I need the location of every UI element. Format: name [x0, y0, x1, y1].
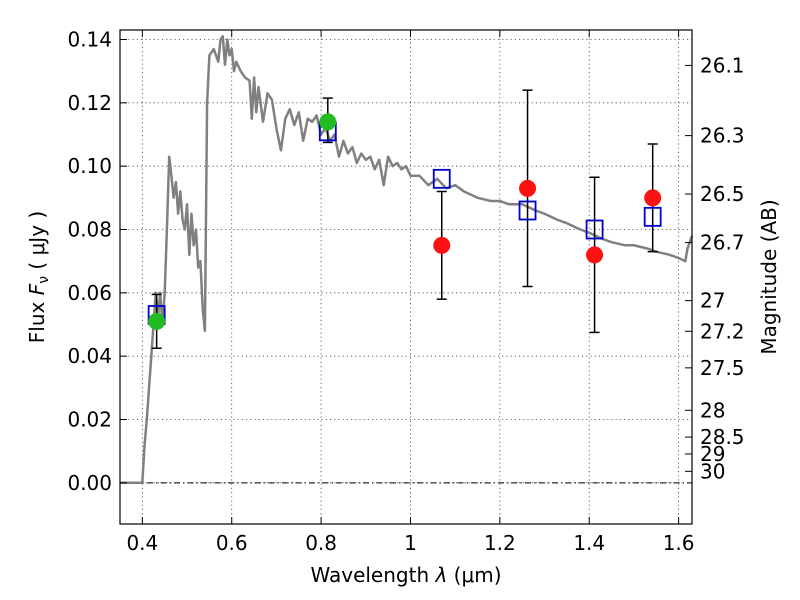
template-flux-square	[518, 200, 537, 221]
template-flux-square	[585, 219, 604, 240]
y-tick-label: 0.10	[67, 154, 112, 178]
y-axis-label: Flux Fν ( μJy )	[25, 211, 52, 343]
y-axis-label-unit: ( μJy )	[25, 211, 49, 276]
magnitude-tick-label: 26.5	[700, 182, 745, 206]
x-tick-label: 1.6	[663, 531, 695, 555]
upper-limit-point	[644, 189, 662, 207]
magnitude-tick-label: 26.7	[700, 231, 745, 255]
magnitude-tick-label: 26.1	[700, 53, 745, 77]
y-tick-label: 0.04	[67, 344, 112, 368]
y-tick-label: 0.14	[67, 28, 112, 52]
x-axis-label-unit: (μm)	[447, 563, 501, 587]
y-tick-label: 0.02	[67, 408, 112, 432]
template-spectrum-line	[120, 35, 694, 485]
x-axis-label-prefix: Wavelength	[310, 563, 435, 587]
template-flux-square	[432, 168, 451, 189]
template-flux-square	[643, 206, 662, 227]
x-tick-label: 0.8	[305, 531, 337, 555]
x-ticks-layer: 0.4 0.6 0.8 1 1.2 1.4 1.6	[126, 30, 695, 555]
magnitude-tick-label: 27	[700, 289, 725, 313]
detection-point	[148, 312, 166, 330]
x-tick-label: 1	[404, 531, 417, 555]
y-axis-label-prefix: Flux	[25, 295, 49, 343]
spectrum-layer	[120, 35, 694, 485]
y-tick-label: 0.06	[67, 281, 112, 305]
detection-point	[319, 113, 337, 131]
y-tick-label: 0.08	[67, 218, 112, 242]
x-axis-label-symbol: λ	[434, 563, 447, 587]
x-tick-label: 0.4	[126, 531, 158, 555]
y-ticks-layer: 0.00 0.02 0.04 0.06 0.08 0.10 0.12 0.14	[67, 28, 127, 495]
x-tick-label: 1.4	[573, 531, 605, 555]
upper-limit-point	[433, 236, 451, 254]
magnitude-tick-label: 26.3	[700, 124, 745, 148]
magnitude-tick-label: 27.2	[700, 319, 745, 343]
x-axis-label: Wavelength λ (μm)	[310, 563, 501, 587]
magnitude-axis-label: Magnitude (AB)	[757, 199, 781, 354]
y-axis-label-subscript: ν	[36, 276, 52, 284]
magnitude-tick-label: 28.5	[700, 425, 745, 449]
magnitude-tick-label: 29	[700, 442, 725, 466]
y-tick-label: 0.12	[67, 91, 112, 115]
circle-layer	[148, 113, 662, 330]
upper-limit-point	[586, 246, 604, 264]
magnitude-tick-label: 30	[700, 459, 725, 483]
x-tick-label: 1.2	[484, 531, 516, 555]
magnitude-tick-label: 28	[700, 398, 725, 422]
upper-limit-point	[519, 179, 537, 197]
y-tick-label: 0.00	[67, 471, 112, 495]
y-axis-label-symbol: F	[25, 283, 49, 295]
magnitude-tick-label: 27.5	[700, 356, 745, 380]
plot-frame	[119, 29, 693, 525]
x-tick-label: 0.6	[216, 531, 248, 555]
